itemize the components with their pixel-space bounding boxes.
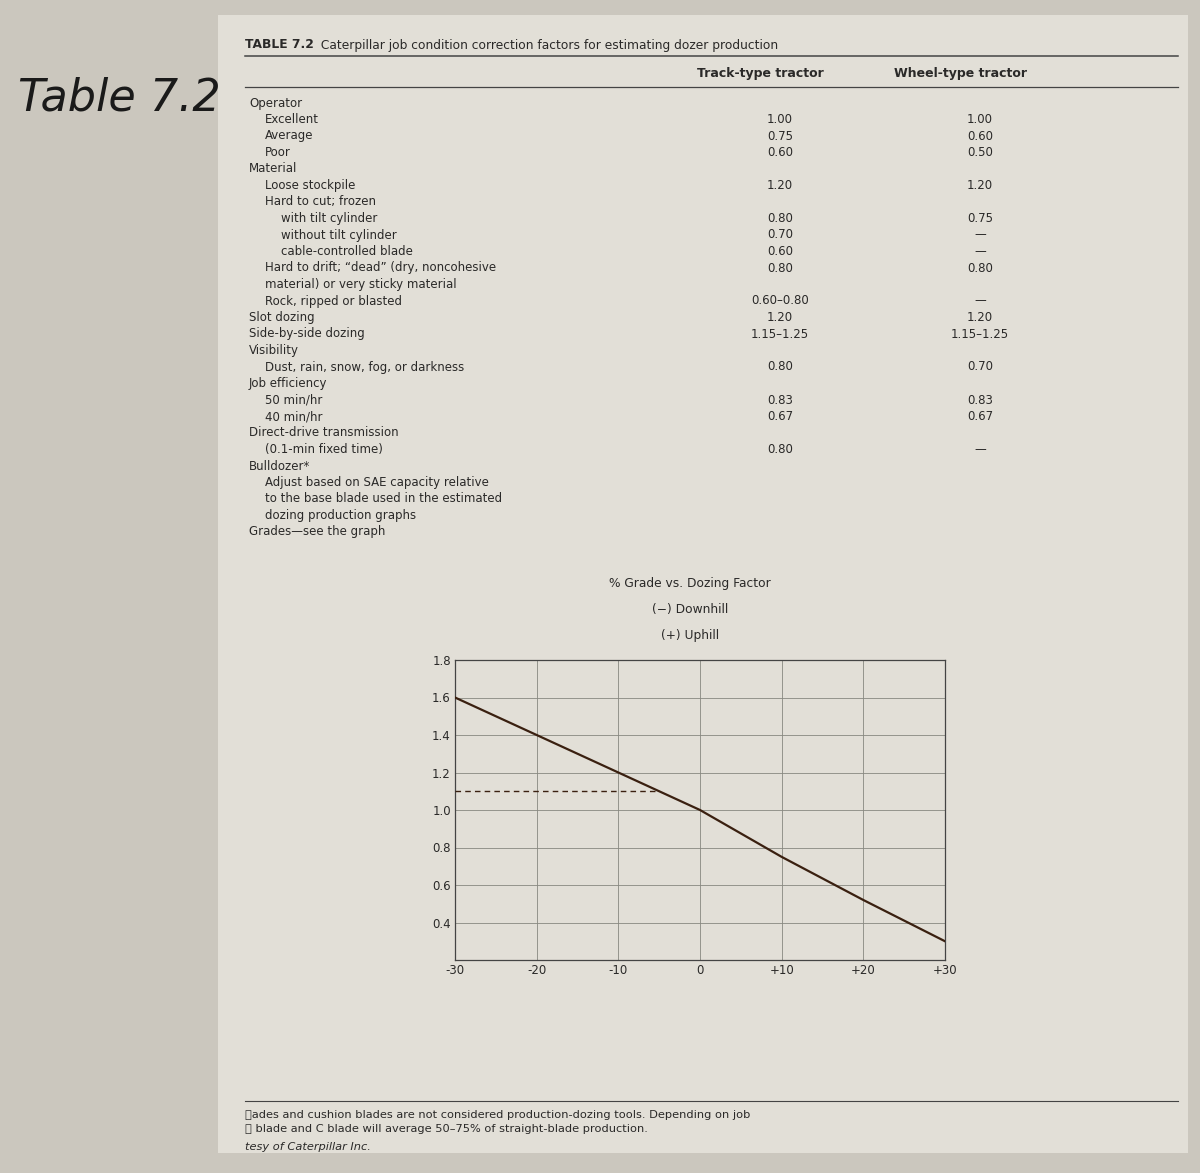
- Text: 0.80: 0.80: [767, 443, 793, 456]
- Text: 0.70: 0.70: [967, 360, 994, 373]
- Text: dozing production graphs: dozing production graphs: [265, 509, 416, 522]
- Text: Job efficiency: Job efficiency: [250, 377, 328, 389]
- Text: 0.80: 0.80: [767, 262, 793, 274]
- Text: Excellent: Excellent: [265, 113, 319, 126]
- Text: 0.83: 0.83: [967, 393, 992, 407]
- Text: % Grade vs. Dozing Factor: % Grade vs. Dozing Factor: [610, 577, 772, 590]
- Text: Wheel-type tractor: Wheel-type tractor: [894, 67, 1026, 80]
- Text: Poor: Poor: [265, 145, 290, 160]
- Text: Table 7.2: Table 7.2: [18, 76, 221, 120]
- Text: with tilt cylinder: with tilt cylinder: [281, 212, 377, 225]
- Text: Grades—see the graph: Grades—see the graph: [250, 526, 385, 538]
- Text: 0.60: 0.60: [767, 245, 793, 258]
- Text: 0.70: 0.70: [767, 229, 793, 242]
- Text: —: —: [974, 245, 986, 258]
- Text: 0.75: 0.75: [967, 212, 994, 225]
- Text: TABLE 7.2: TABLE 7.2: [245, 39, 314, 52]
- Text: Hard to cut; frozen: Hard to cut; frozen: [265, 196, 376, 209]
- Text: Side-by-side dozing: Side-by-side dozing: [250, 327, 365, 340]
- Text: to the base blade used in the estimated: to the base blade used in the estimated: [265, 493, 502, 506]
- Text: 0.50: 0.50: [967, 145, 992, 160]
- Text: 1.15–1.25: 1.15–1.25: [950, 327, 1009, 340]
- Text: Hard to drift; “dead” (dry, noncohesive: Hard to drift; “dead” (dry, noncohesive: [265, 262, 496, 274]
- Text: 1.20: 1.20: [767, 179, 793, 192]
- Text: —: —: [974, 294, 986, 307]
- Text: 0.83: 0.83: [767, 393, 793, 407]
- Text: Direct-drive transmission: Direct-drive transmission: [250, 427, 398, 440]
- Text: —: —: [974, 229, 986, 242]
- Text: 0.67: 0.67: [967, 411, 994, 423]
- Text: Adjust based on SAE capacity relative: Adjust based on SAE capacity relative: [265, 476, 488, 489]
- Text: cable-controlled blade: cable-controlled blade: [281, 245, 413, 258]
- Text: 0.80: 0.80: [767, 212, 793, 225]
- Text: 0.75: 0.75: [767, 129, 793, 142]
- Text: Operator: Operator: [250, 96, 302, 109]
- Text: 1.20: 1.20: [967, 179, 994, 192]
- Text: Track-type tractor: Track-type tractor: [697, 67, 823, 80]
- Text: 0.60–0.80: 0.60–0.80: [751, 294, 809, 307]
- Text: tesy of Caterpillar Inc.: tesy of Caterpillar Inc.: [245, 1143, 371, 1152]
- Text: Loose stockpile: Loose stockpile: [265, 179, 355, 192]
- Text: 1.15–1.25: 1.15–1.25: [751, 327, 809, 340]
- Text: Visibility: Visibility: [250, 344, 299, 357]
- Text: 0.80: 0.80: [967, 262, 992, 274]
- Text: Slot dozing: Slot dozing: [250, 311, 314, 324]
- Text: 0.80: 0.80: [767, 360, 793, 373]
- Text:  blade and C blade will average 50–75% of straight-blade production.:  blade and C blade will average 50–75% …: [245, 1124, 648, 1134]
- Text: Bulldozer*: Bulldozer*: [250, 460, 311, 473]
- Text: Average: Average: [265, 129, 313, 142]
- Text: without tilt cylinder: without tilt cylinder: [281, 229, 397, 242]
- Text: 1.20: 1.20: [967, 311, 994, 324]
- Text: Material: Material: [250, 163, 298, 176]
- Text: 50 min/hr: 50 min/hr: [265, 393, 323, 407]
- Text: 0.60: 0.60: [767, 145, 793, 160]
- Text: 1.00: 1.00: [967, 113, 994, 126]
- Bar: [218, 15, 1188, 1153]
- Text: Rock, ripped or blasted: Rock, ripped or blasted: [265, 294, 402, 307]
- Text: Caterpillar job condition correction factors for estimating dozer production: Caterpillar job condition correction fac…: [317, 39, 778, 52]
- Text: —: —: [974, 443, 986, 456]
- Text: (−) Downhill: (−) Downhill: [652, 603, 728, 616]
- Text: 1.20: 1.20: [767, 311, 793, 324]
- Text: ׄades and cushion blades are not considered production-dozing tools. Depending o: ׄades and cushion blades are not conside…: [245, 1110, 750, 1120]
- Text: (0.1-min fixed time): (0.1-min fixed time): [265, 443, 383, 456]
- Text: 0.67: 0.67: [767, 411, 793, 423]
- Text: material) or very sticky material: material) or very sticky material: [265, 278, 457, 291]
- Text: Dust, rain, snow, fog, or darkness: Dust, rain, snow, fog, or darkness: [265, 360, 464, 373]
- Text: 1.00: 1.00: [767, 113, 793, 126]
- Text: 0.60: 0.60: [967, 129, 994, 142]
- Text: 40 min/hr: 40 min/hr: [265, 411, 323, 423]
- Text: (+) Uphill: (+) Uphill: [661, 629, 719, 642]
